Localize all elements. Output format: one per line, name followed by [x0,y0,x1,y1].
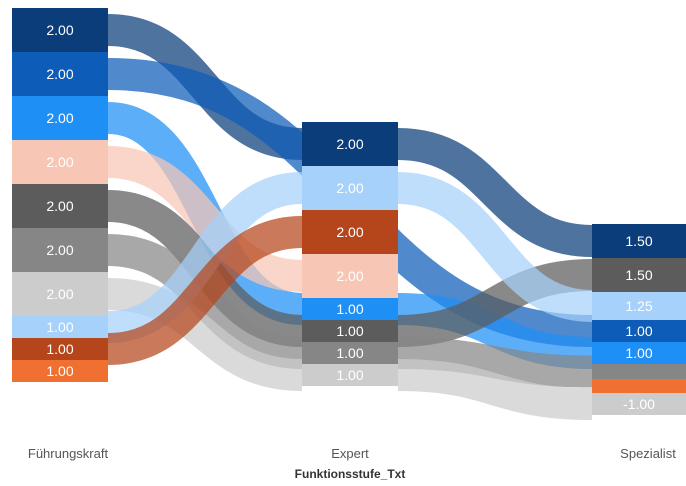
node-label-1-2: 2.00 [336,224,363,240]
node-label-2-7: -1.00 [623,396,655,412]
node-0-8[interactable] [12,338,108,360]
node-label-1-4: 1.00 [336,301,363,317]
node-label-1-5: 1.00 [336,323,363,339]
node-1-6[interactable] [302,342,398,364]
node-label-0-5: 2.00 [46,242,73,258]
node-label-1-3: 2.00 [336,268,363,284]
node-1-4[interactable] [302,298,398,320]
node-label-2-0: 1.50 [625,233,652,249]
sankey-link-11 [397,359,593,420]
node-label-2-3: 1.00 [625,323,652,339]
sankey-link-7 [397,259,593,347]
node-label-1-1: 2.00 [336,180,363,196]
node-label-0-3: 2.00 [46,154,73,170]
node-0-5[interactable] [12,228,108,272]
node-0-2[interactable] [12,96,108,140]
node-2-5[interactable] [592,364,686,379]
node-2-4[interactable] [592,342,686,364]
nodes-layer: 2.00 2.00 2.00 2.00 2.00 2.00 2.00 1.00 1.00 1.00… [12,8,686,415]
node-label-0-0: 2.00 [46,22,73,38]
sankey-link-10 [107,278,303,391]
node-label-0-9: 1.00 [46,363,73,379]
column-label-0: Führungskraft [28,446,109,461]
sankey-link-13 [397,172,593,322]
node-label-2-2: 1.25 [625,298,652,314]
node-label-0-2: 2.00 [46,110,73,126]
node-1-3[interactable] [302,254,398,298]
node-label-0-8: 1.00 [46,341,73,357]
column-label-1: Expert [331,446,369,461]
sankey-link-9 [397,337,593,388]
sankey-link-12 [107,172,303,343]
node-label-0-4: 2.00 [46,198,73,214]
node-label-0-7: 1.00 [46,319,73,335]
node-1-0[interactable] [302,122,398,166]
sankey-link-5 [107,146,303,292]
node-2-7[interactable] [592,393,686,415]
node-label-1-7: 1.00 [336,367,363,383]
node-label-2-1: 1.50 [625,267,652,283]
node-1-7[interactable] [302,364,398,386]
node-2-6[interactable] [592,379,686,393]
axis-layer: Führungskraft Expert Spezialist Funktion… [28,446,676,481]
sankey-link-1 [397,128,593,257]
node-0-1[interactable] [12,52,108,96]
node-2-3[interactable] [592,320,686,342]
node-0-3[interactable] [12,140,108,184]
links-layer [106,14,593,420]
node-1-2[interactable] [302,210,398,254]
sankey-link-14 [107,216,303,365]
node-0-6[interactable] [12,272,108,316]
node-label-0-1: 2.00 [46,66,73,82]
sankey-link-4 [397,293,593,369]
node-2-1[interactable] [592,258,686,292]
node-0-7[interactable] [12,316,108,338]
node-1-1[interactable] [302,166,398,210]
node-2-0[interactable] [592,224,686,258]
node-1-5[interactable] [302,320,398,342]
node-label-2-4: 1.00 [625,345,652,361]
node-2-2[interactable] [592,292,686,320]
node-0-0[interactable] [12,8,108,52]
column-label-2: Spezialist [620,446,676,461]
node-label-1-6: 1.00 [336,345,363,361]
x-axis-title: Funktionsstufe_Txt [295,467,406,481]
node-label-0-6: 2.00 [46,286,73,302]
node-0-4[interactable] [12,184,108,228]
node-0-9[interactable] [12,360,108,382]
node-label-1-0: 2.00 [336,136,363,152]
